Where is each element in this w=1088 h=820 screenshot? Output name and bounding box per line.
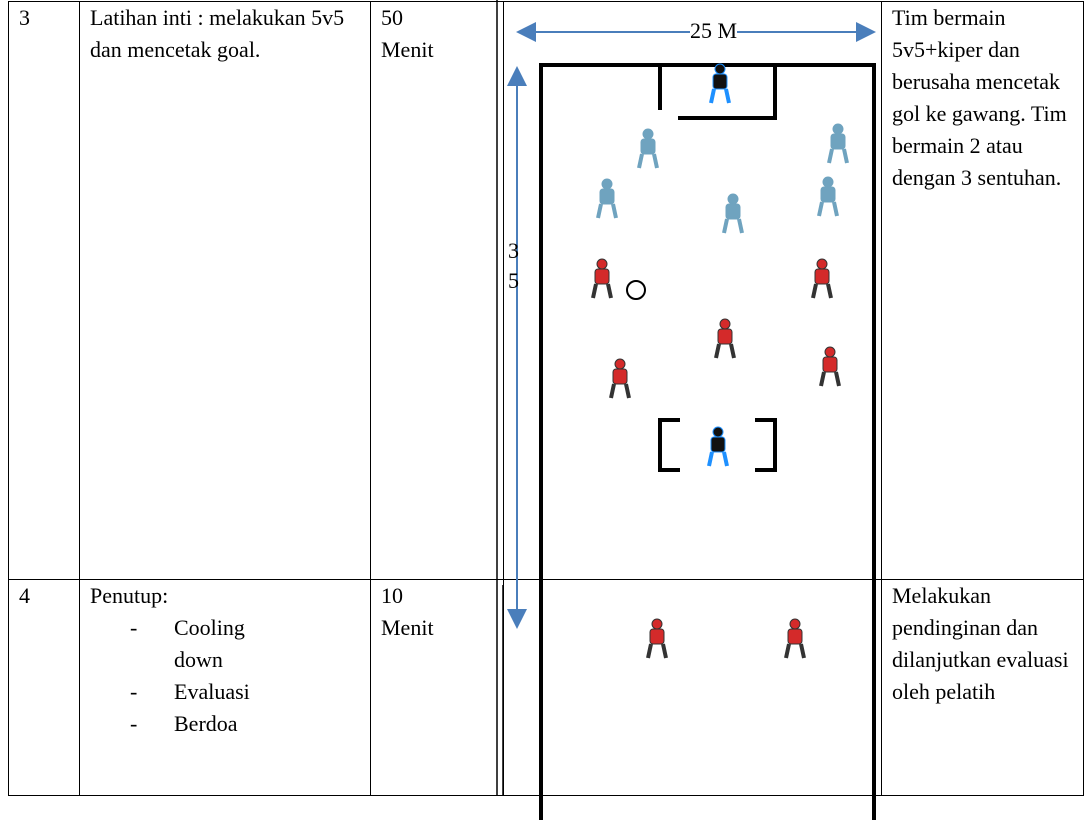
list-item: Berdoa — [130, 708, 294, 740]
red-team — [591, 257, 841, 660]
list: Cooling down Evaluasi Berdoa — [90, 612, 360, 740]
time: 10 Menit — [381, 583, 434, 640]
row: 3 Latihan inti : melakukan 5v5 dan mence… — [8, 1, 1084, 580]
row: 4 Penutup: Cooling down Evaluasi Berdoa … — [8, 579, 1084, 796]
goal — [658, 418, 777, 472]
lesson-table: 3 Latihan inti : melakukan 5v5 dan mence… — [8, 1, 1084, 796]
time: 50 Menit — [381, 5, 434, 62]
width-label: 25 M — [690, 16, 738, 46]
list-item: Evaluasi — [130, 676, 294, 708]
cell-description: Melakukan pendinginan dan dilanjutkan ev… — [881, 579, 1084, 796]
goal — [658, 65, 777, 120]
cell-activity: Penutup: Cooling down Evaluasi Berdoa — [79, 579, 371, 796]
activity: Penutup: — [90, 583, 169, 608]
cell-description: Tim bermain 5v5+kiper dan berusaha mence… — [881, 1, 1084, 580]
ball — [626, 280, 646, 300]
length-label: 35 M — [508, 238, 522, 300]
keepers — [707, 62, 731, 468]
cell-no: 3 — [8, 1, 80, 580]
cell-no: 4 — [8, 579, 80, 796]
cell-diagram — [503, 579, 882, 796]
cell-time: 10 Menit — [370, 579, 504, 796]
list-item: Cooling down — [130, 612, 294, 676]
cell-time: 50 Menit — [370, 1, 504, 580]
pitch-outline — [539, 63, 876, 820]
blue-team — [596, 122, 849, 235]
